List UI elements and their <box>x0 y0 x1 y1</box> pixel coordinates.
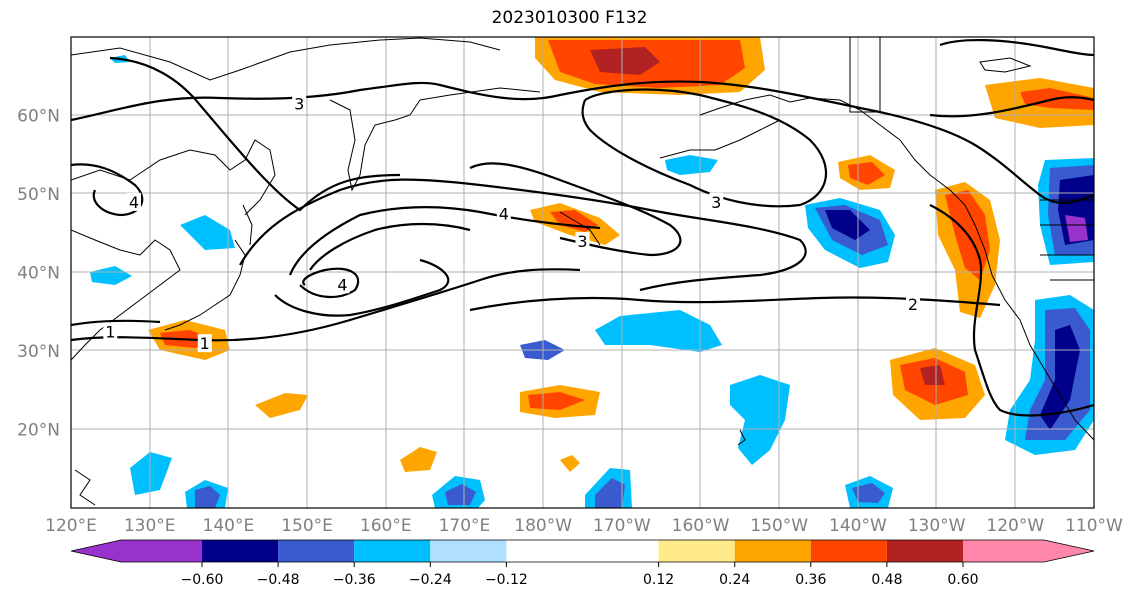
anomaly-blob-positive-130w <box>890 348 985 420</box>
anomaly-blob-negative-asia <box>90 266 132 285</box>
anomaly-blob-negative-central <box>595 310 722 352</box>
contour-label-bg <box>906 294 921 313</box>
lon-tick-label: 180°W <box>514 516 572 536</box>
contour-label-bg <box>496 204 511 223</box>
lat-tick-label: 30°N <box>17 342 60 362</box>
lon-tick-label: 170°W <box>593 516 651 536</box>
colorbar-segment <box>810 540 887 562</box>
plot-title: 2023010300 F132 <box>491 8 648 28</box>
lon-tick-label: 140°E <box>203 516 255 536</box>
colorbar-tick-label: 0.60 <box>947 572 978 588</box>
contour-label: 4 <box>129 193 139 212</box>
colorbar-tick-label: 0.12 <box>643 572 674 588</box>
colorbar-tick-label: −0.36 <box>333 572 376 588</box>
anomaly-blob-positive-small-3 <box>560 455 580 472</box>
colorbar-extend-low-box <box>71 540 202 562</box>
colorbar-tick-label: −0.24 <box>409 572 452 588</box>
anomaly-blob-positive-140w <box>838 155 895 190</box>
colorbar-segment <box>506 540 659 562</box>
contour-label: 2 <box>908 295 918 314</box>
contour-label: 3 <box>577 232 587 251</box>
anomaly-blob-positive-small-2 <box>400 447 437 472</box>
colorbar-tick-label: 0.24 <box>719 572 750 588</box>
anomaly-blob-negative-bering <box>665 155 718 175</box>
anomaly-blob-negative-south-1 <box>130 452 172 495</box>
contour-label: 1 <box>105 322 115 341</box>
colorbar-tick-label: 0.36 <box>795 572 826 588</box>
latitude-tick-labels: 60°N 50°N 40°N 30°N 20°N <box>17 107 60 441</box>
lat-tick-label: 40°N <box>17 264 60 284</box>
lon-tick-label: 160°E <box>360 516 412 536</box>
anomaly-blob-negative-south-4 <box>585 468 632 508</box>
contour-label-bg <box>197 334 212 353</box>
map-content: 3 4 4 4 3 3 2 1 1 <box>71 37 1094 508</box>
lon-tick-label: 130°W <box>908 516 966 536</box>
gridlines <box>71 37 1094 508</box>
anomaly-blob-north-pacific-positive <box>535 37 765 95</box>
lon-tick-label: 160°W <box>672 516 730 536</box>
colorbar-segment <box>202 540 279 562</box>
anomaly-blob-negative-south-2 <box>185 480 228 508</box>
anomaly-blob-negative-hawaii <box>730 375 790 465</box>
lat-tick-label: 50°N <box>17 185 60 205</box>
anomaly-blob-positive-central <box>520 385 600 418</box>
contour-label-bg <box>335 275 350 294</box>
contour-label: 1 <box>200 334 210 353</box>
colorbar-segment <box>354 540 431 562</box>
contour-label-bg <box>126 192 141 211</box>
anomaly-blob-negative-south-5 <box>845 476 893 508</box>
colorbar-extend-high <box>963 540 1094 562</box>
lon-tick-label: 140°W <box>829 516 887 536</box>
height-contours <box>71 38 1094 417</box>
colorbar-segment <box>430 540 507 562</box>
lon-tick-label: 120°W <box>986 516 1044 536</box>
contour-label-bg <box>575 232 590 251</box>
lon-tick-label: 150°E <box>281 516 333 536</box>
contour-label: 4 <box>499 205 509 224</box>
longitude-tick-labels: 120°E 130°E 140°E 150°E 160°E 170°E 180°W 170°W… <box>45 516 1123 536</box>
anomaly-blob-negative-us-interior <box>1038 158 1094 265</box>
lon-tick-label: 130°E <box>124 516 176 536</box>
contour-label-bg <box>103 322 118 341</box>
coastlines <box>71 37 1094 506</box>
colorbar-tick-label: −0.60 <box>181 572 224 588</box>
contour-label-bg <box>709 192 724 211</box>
colorbar-segment <box>886 540 963 562</box>
colorbar-tick-label: −0.48 <box>257 572 300 588</box>
anomaly-blob-negative-south-3 <box>432 476 485 508</box>
map-frame <box>70 36 1095 509</box>
colorbar-segment <box>734 540 811 562</box>
contour-label: 3 <box>294 95 304 114</box>
lat-tick-label: 60°N <box>17 107 60 127</box>
lat-tick-label: 20°N <box>17 421 60 441</box>
contour-label: 4 <box>337 275 347 294</box>
colorbar-segment <box>278 540 355 562</box>
colorbar-tick-label: 0.48 <box>871 572 902 588</box>
contour-labels: 3 4 4 4 3 3 2 1 1 <box>103 94 921 353</box>
colorbar-tick-label: −0.12 <box>485 572 528 588</box>
anomaly-blob-positive-small-1 <box>255 393 308 418</box>
anomaly-blob-negative-japan-north <box>180 215 235 250</box>
colorbar-outline <box>70 539 1095 563</box>
lon-tick-label: 150°W <box>750 516 808 536</box>
contour-label-bg <box>292 94 307 113</box>
lon-tick-label: 170°E <box>439 516 491 536</box>
lon-tick-label: 110°W <box>1065 516 1123 536</box>
lon-tick-label: 120°E <box>45 516 97 536</box>
colorbar: −0.60 −0.48 −0.36 −0.24 −0.12 0.12 0.24 0.36 0.4… <box>70 539 1095 588</box>
anomaly-blob-negative-140w <box>805 198 895 268</box>
contour-label: 3 <box>711 193 721 212</box>
colorbar-segment <box>658 540 735 562</box>
